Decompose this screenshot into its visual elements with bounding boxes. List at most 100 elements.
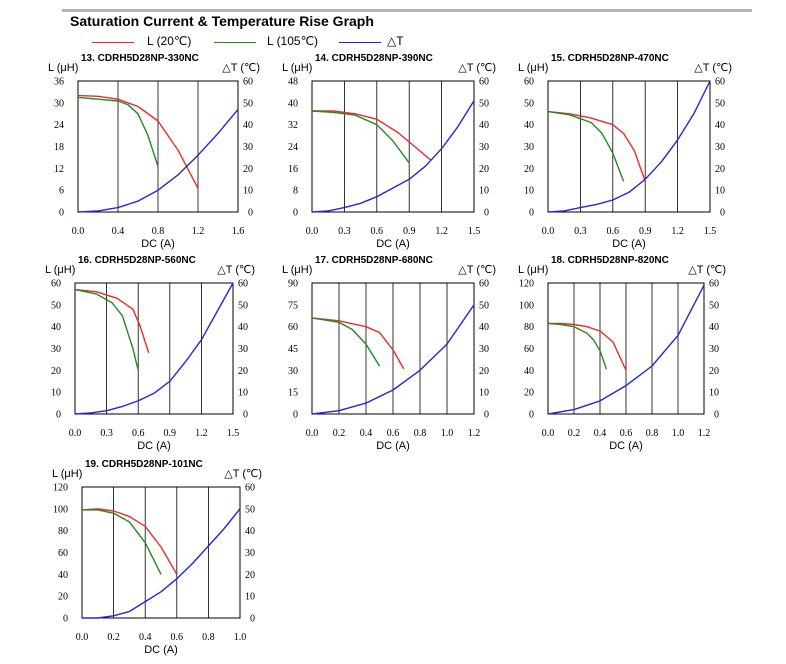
- legend-swatch-dt: [339, 42, 381, 43]
- y2-tick-label: 40: [245, 526, 255, 537]
- x-tick-label: 0.9: [639, 226, 652, 237]
- series-line-l105: [311, 110, 410, 164]
- header-rule: [62, 9, 752, 12]
- y-tick-label: 40: [524, 120, 534, 131]
- x-tick-label: 0.0: [72, 226, 85, 237]
- y2-tick-label: 30: [238, 344, 248, 355]
- y-tick-label: 20: [51, 366, 61, 377]
- x-tick-label: 0.0: [69, 428, 82, 439]
- y-axis-label: L (μH): [48, 62, 78, 74]
- y2-tick-label: 10: [245, 592, 255, 603]
- x-tick-label: 0.8: [646, 428, 659, 439]
- chart-title: 18. CDRH5D28NP-820NC: [551, 255, 669, 266]
- x-axis-label: DC (A): [141, 238, 175, 250]
- y-tick-label: 18: [54, 142, 64, 153]
- y-tick-label: 40: [58, 570, 68, 581]
- y2-axis-label: △T (℃): [222, 62, 260, 74]
- y-tick-label: 80: [524, 322, 534, 333]
- series-line-dt: [82, 508, 241, 619]
- y-tick-label: 6: [59, 186, 64, 197]
- x-axis-label: DC (A): [376, 238, 410, 250]
- y-tick-label: 0: [59, 208, 64, 219]
- y-tick-label: 8: [293, 186, 298, 197]
- chart-title: 13. CDRH5D28NP-330NC: [81, 53, 199, 64]
- legend-label-l20: L (20℃): [147, 34, 192, 48]
- y-tick-label: 32: [288, 120, 298, 131]
- x-tick-label: 0.2: [333, 428, 346, 439]
- x-tick-label: 0.6: [620, 428, 633, 439]
- y-tick-label: 60: [524, 344, 534, 355]
- y-tick-label: 12: [54, 164, 64, 175]
- y2-tick-label: 20: [479, 164, 489, 175]
- y2-tick-label: 10: [479, 388, 489, 399]
- y2-tick-label: 20: [245, 570, 255, 581]
- y2-tick-label: 50: [709, 300, 719, 311]
- x-tick-label: 0.6: [607, 226, 620, 237]
- y2-tick-label: 60: [709, 279, 719, 290]
- y2-tick-label: 60: [245, 483, 255, 494]
- y-tick-label: 30: [288, 366, 298, 377]
- y-axis-label: L (μH): [45, 264, 75, 276]
- y2-tick-label: 50: [245, 504, 255, 515]
- y-tick-label: 120: [519, 279, 534, 290]
- y2-tick-label: 30: [243, 142, 253, 153]
- y2-tick-label: 60: [479, 279, 489, 290]
- x-tick-label: 0.4: [594, 428, 607, 439]
- y-axis-label: L (μH): [518, 62, 548, 74]
- y-tick-label: 40: [288, 98, 298, 109]
- x-tick-label: 0.0: [542, 226, 555, 237]
- y2-axis-label: △T (℃): [458, 264, 496, 276]
- y-tick-label: 30: [51, 344, 61, 355]
- y-tick-label: 20: [58, 592, 68, 603]
- x-tick-label: 1.5: [227, 428, 240, 439]
- series-line-l20: [311, 317, 405, 370]
- y2-tick-label: 60: [715, 77, 725, 88]
- y2-tick-label: 0: [484, 208, 489, 219]
- series-line-l105: [311, 317, 381, 367]
- legend-swatch-l105: [214, 42, 256, 43]
- y-axis-label: L (μH): [52, 468, 82, 480]
- y-tick-label: 0: [293, 208, 298, 219]
- y2-tick-label: 20: [238, 366, 248, 377]
- chart-title: 19. CDRH5D28NP-101NC: [85, 459, 203, 470]
- y2-tick-label: 40: [709, 322, 719, 333]
- x-axis-label: DC (A): [612, 238, 646, 250]
- y-tick-label: 24: [54, 120, 64, 131]
- x-tick-label: 1.0: [441, 428, 454, 439]
- x-tick-label: 0.3: [574, 226, 587, 237]
- y-tick-label: 0: [56, 410, 61, 421]
- series-line-l20: [548, 322, 627, 371]
- x-axis-label: DC (A): [137, 440, 171, 452]
- y-tick-label: 15: [288, 388, 298, 399]
- y2-tick-label: 0: [484, 410, 489, 421]
- y2-tick-label: 0: [248, 208, 253, 219]
- chart-title: 16. CDRH5D28NP-560NC: [78, 255, 196, 266]
- x-tick-label: 1.5: [704, 226, 717, 237]
- y-axis-label: L (μH): [518, 264, 548, 276]
- x-tick-label: 0.4: [360, 428, 373, 439]
- x-tick-label: 0.0: [76, 632, 89, 643]
- y2-axis-label: △T (℃): [458, 62, 496, 74]
- y2-tick-label: 50: [479, 300, 489, 311]
- y2-tick-label: 50: [238, 300, 248, 311]
- series-line-dt: [547, 284, 705, 415]
- y-tick-label: 40: [51, 322, 61, 333]
- y-tick-label: 100: [519, 300, 534, 311]
- x-tick-label: 0.6: [371, 226, 384, 237]
- series-line-dt: [311, 100, 475, 213]
- y2-tick-label: 0: [720, 208, 725, 219]
- y-tick-label: 50: [524, 98, 534, 109]
- series-line-dt: [547, 80, 711, 213]
- plot-frame: [547, 80, 711, 213]
- y2-tick-label: 40: [479, 322, 489, 333]
- x-tick-label: 0.3: [100, 428, 113, 439]
- y-tick-label: 36: [54, 77, 64, 88]
- y2-tick-label: 0: [250, 614, 255, 625]
- y-tick-label: 0: [293, 410, 298, 421]
- y-tick-label: 0: [529, 208, 534, 219]
